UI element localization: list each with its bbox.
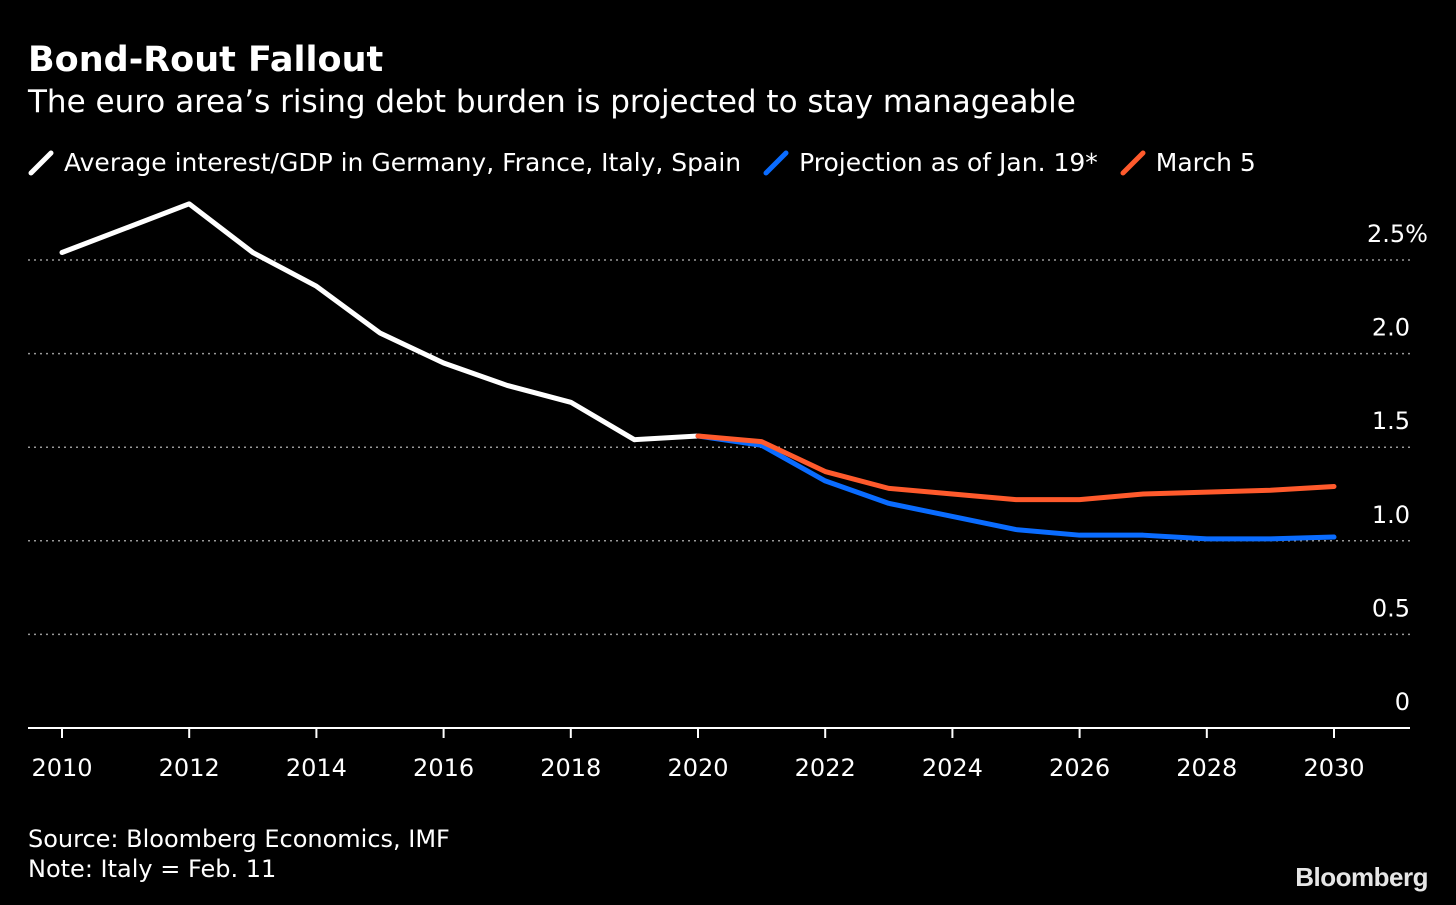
legend-label: Average interest/GDP in Germany, France,… [64, 148, 742, 177]
series-line-1 [695, 433, 1337, 542]
x-tick-label: 2022 [795, 754, 856, 782]
y-tick-label: 0 [1395, 688, 1410, 716]
source-notes: Source: Bloomberg Economics, IMF Note: I… [28, 824, 450, 884]
note-text: Note: Italy = Feb. 11 [28, 855, 277, 883]
legend: Average interest/GDP in Germany, France,… [28, 148, 1278, 177]
x-tick-label: 2012 [159, 754, 220, 782]
y-tick-label: 2.5% [1367, 220, 1428, 248]
y-tick-label: 2.0 [1372, 314, 1410, 342]
legend-label: March 5 [1155, 148, 1256, 177]
source-text: Source: Bloomberg Economics, IMF [28, 825, 450, 853]
legend-swatch-white [28, 150, 54, 175]
series-line-0 [59, 201, 701, 443]
x-tick-label: 2030 [1303, 754, 1364, 782]
legend-swatch-blue [763, 150, 789, 175]
y-tick-label: 1.0 [1372, 501, 1410, 529]
series-line-2 [695, 433, 1337, 503]
x-tick-label: 2020 [667, 754, 728, 782]
y-tick-label: 1.5 [1372, 407, 1410, 435]
legend-swatch-orange [1120, 150, 1146, 175]
legend-label: Projection as of Jan. 19* [799, 148, 1098, 177]
x-tick-label: 2024 [922, 754, 983, 782]
x-tick-label: 2014 [286, 754, 347, 782]
chart-title: Bond-Rout Fallout [28, 40, 384, 80]
bloomberg-logo: Bloomberg [1295, 862, 1428, 892]
x-tick-label: 2028 [1176, 754, 1237, 782]
x-tick-label: 2018 [540, 754, 601, 782]
legend-item-march5: March 5 [1120, 148, 1256, 177]
y-tick-label: 0.5 [1372, 594, 1410, 622]
x-tick-label: 2016 [413, 754, 474, 782]
legend-item-jan19: Projection as of Jan. 19* [763, 148, 1098, 177]
x-tick-label: 2026 [1049, 754, 1110, 782]
chart-subtitle: The euro area’s rising debt burden is pr… [28, 84, 1076, 120]
legend-item-average: Average interest/GDP in Germany, France,… [28, 148, 741, 177]
x-tick-label: 2010 [31, 754, 92, 782]
